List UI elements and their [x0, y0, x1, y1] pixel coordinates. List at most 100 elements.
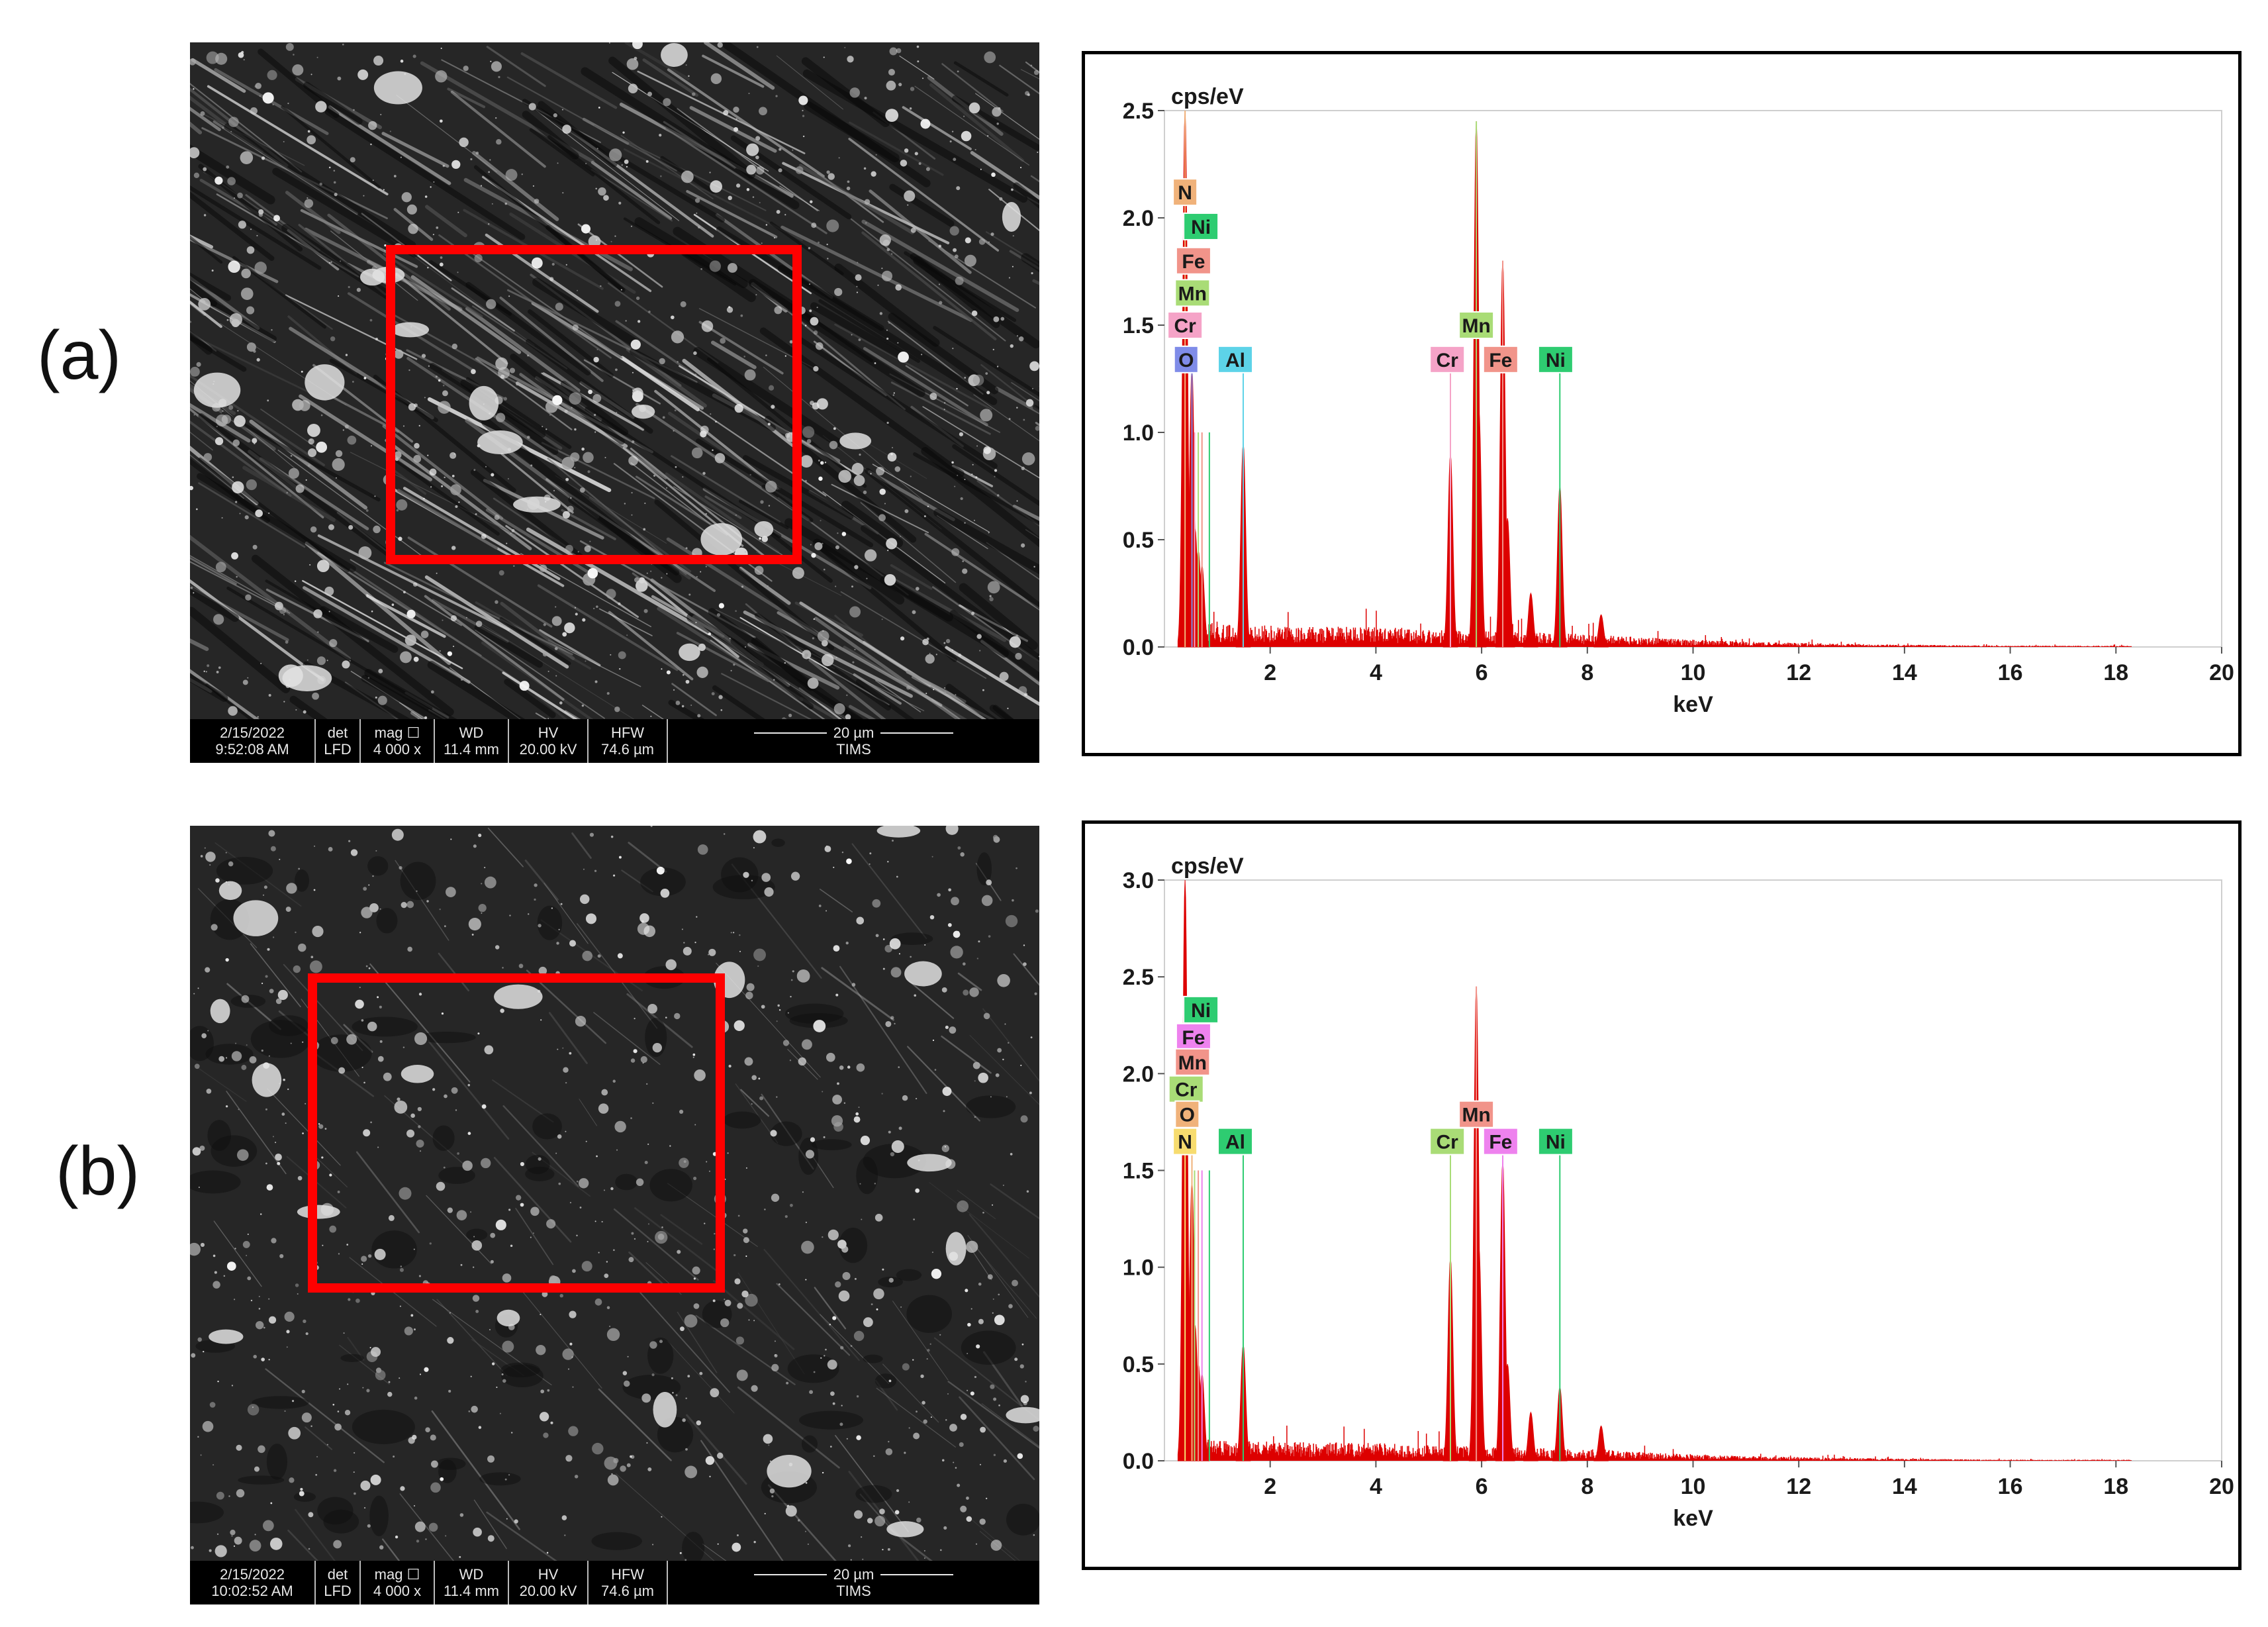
element-label-ni: Ni: [1537, 1127, 1574, 1156]
svg-text:Al: Al: [1225, 350, 1245, 371]
panel-label-b: (b): [56, 1133, 140, 1210]
element-label-ni: Ni: [1537, 345, 1574, 373]
databar-det-head: det: [327, 724, 348, 741]
spectrum-peak: [1593, 1425, 1609, 1461]
y-tick-label: 2.5: [1123, 99, 1154, 124]
scale-bar-line-right: [880, 1573, 954, 1575]
databar-wd: WD 11.4 mm: [435, 1561, 509, 1604]
spectrum-peak: [1523, 1411, 1538, 1461]
databar-time: 10:02:52 AM: [211, 1583, 293, 1599]
scale-bar-line-left: [753, 1573, 827, 1575]
databar-date: 2/15/2022: [220, 1566, 285, 1583]
databar-scale: 20 µm TIMS: [668, 1561, 1039, 1604]
databar-det-value: LFD: [324, 741, 352, 758]
x-tick-label: 12: [1786, 660, 1811, 685]
element-label-al: Al: [1217, 1127, 1253, 1156]
element-label-mn: Mn: [1458, 311, 1495, 339]
databar-det-head: det: [327, 1566, 348, 1583]
databar-hv: HV 20.00 kV: [509, 719, 589, 763]
y-tick-label: 0.0: [1123, 635, 1154, 660]
svg-text:Mn: Mn: [1462, 1105, 1490, 1126]
sem-texture-b: [190, 826, 1039, 1561]
y-tick-label: 0.5: [1123, 1352, 1154, 1377]
svg-text:Mn: Mn: [1178, 1052, 1207, 1074]
plot-area: [1164, 879, 2222, 1461]
spectrum-peak: [1593, 614, 1609, 648]
y-tick-label: 2.0: [1123, 1061, 1154, 1087]
databar-det: det LFD: [316, 719, 361, 763]
svg-text:Mn: Mn: [1178, 283, 1207, 305]
y-tick-label: 2.5: [1123, 965, 1154, 990]
databar-wd-head: WD: [459, 1566, 484, 1583]
svg-text:Fe: Fe: [1489, 1132, 1512, 1154]
sem-micrograph-a: 2/15/2022 9:52:08 AM det LFD mag ☐ 4 000…: [190, 42, 1039, 763]
panel-label-a: (a): [37, 317, 122, 394]
databar-hfw: HFW 74.6 µm: [589, 1561, 668, 1604]
databar-hv: HV 20.00 kV: [509, 1561, 589, 1604]
scale-bar-label: 20 µm: [833, 1566, 874, 1583]
element-label-fe: Fe: [1482, 1127, 1519, 1156]
databar-hv-value: 20.00 kV: [519, 1583, 577, 1599]
databar-time: 9:52:08 AM: [215, 741, 289, 758]
x-tick-label: 18: [2103, 1474, 2128, 1499]
eds-spectrum-b: cps/eV 0.0 0.5 1.0 1.5 2.0 2.5 3.0 2 4 6 8 10 12 14 16 1…: [1082, 820, 2242, 1570]
element-label-fe: Fe: [1175, 246, 1211, 275]
y-axis-label: cps/eV: [1171, 84, 1244, 109]
y-tick-label: 1.5: [1123, 313, 1154, 338]
y-tick-label: 2.0: [1123, 206, 1154, 231]
plot-area: [1164, 110, 2222, 648]
element-label-cr: Cr: [1429, 1127, 1466, 1156]
element-label-n: N: [1172, 1127, 1198, 1156]
roi-box-b: [308, 973, 725, 1293]
element-label-cr: Cr: [1168, 1075, 1204, 1103]
x-tick-label: 6: [1476, 1474, 1488, 1499]
databar-hfw-value: 74.6 µm: [601, 741, 654, 758]
sem-databar-a: 2/15/2022 9:52:08 AM det LFD mag ☐ 4 000…: [190, 719, 1039, 763]
databar-lab: TIMS: [836, 741, 871, 758]
element-label-mn: Mn: [1458, 1100, 1495, 1128]
eds-spectrum-svg-a: cps/eV 0.0 0.5 1.0 1.5 2.0 2.5 2 4 6 8 10 12 14 16 18 20…: [1123, 84, 2234, 717]
roi-box-a: [386, 245, 802, 564]
element-label-o: O: [1174, 1100, 1200, 1128]
scale-bar: 20 µm: [753, 1566, 954, 1583]
element-label-ni: Ni: [1183, 995, 1219, 1024]
element-label-cr: Cr: [1167, 311, 1204, 339]
svg-text:Ni: Ni: [1546, 1132, 1566, 1154]
x-tick-label: 16: [1998, 1474, 2023, 1499]
y-tick-label: 1.0: [1123, 420, 1154, 446]
x-tick-label: 2: [1264, 660, 1276, 685]
x-tick-label: 10: [1681, 1474, 1706, 1499]
svg-text:O: O: [1178, 350, 1194, 371]
databar-wd-head: WD: [459, 724, 484, 741]
element-label-fe: Fe: [1482, 345, 1519, 373]
databar-mag-head: mag ☐: [374, 1566, 420, 1583]
x-axis-label: keV: [1673, 692, 1713, 717]
svg-text:Mn: Mn: [1462, 315, 1490, 337]
svg-text:Ni: Ni: [1546, 350, 1566, 371]
databar-date: 2/15/2022: [220, 724, 285, 741]
scale-bar: 20 µm: [753, 724, 954, 741]
eds-spectrum-a: cps/eV 0.0 0.5 1.0 1.5 2.0 2.5 2 4 6 8 10 12 14 16 18 20…: [1082, 51, 2242, 756]
y-axis-label: cps/eV: [1171, 854, 1244, 879]
svg-text:N: N: [1178, 1132, 1192, 1154]
databar-wd: WD 11.4 mm: [435, 719, 509, 763]
databar-scale: 20 µm TIMS: [668, 719, 1039, 763]
x-tick-label: 8: [1581, 1474, 1593, 1499]
y-tick-label: 1.5: [1123, 1159, 1154, 1184]
svg-text:Cr: Cr: [1174, 315, 1196, 337]
x-tick-label: 16: [1998, 660, 2023, 685]
databar-hfw-head: HFW: [610, 724, 645, 741]
x-axis-label: keV: [1673, 1506, 1713, 1531]
element-label-fe: Fe: [1175, 1022, 1211, 1051]
databar-wd-value: 11.4 mm: [444, 1583, 499, 1599]
element-label-mn: Mn: [1174, 1048, 1211, 1076]
databar-hv-head: HV: [538, 724, 559, 741]
scale-bar-line-left: [753, 732, 827, 734]
y-tick-label: 0.0: [1123, 1449, 1154, 1474]
svg-text:Ni: Ni: [1191, 217, 1211, 238]
databar-det-value: LFD: [324, 1583, 352, 1599]
x-tick-label: 4: [1370, 1474, 1382, 1499]
element-label-ni: Ni: [1183, 212, 1219, 240]
databar-lab: TIMS: [836, 1583, 871, 1599]
element-label-al: Al: [1217, 345, 1253, 373]
